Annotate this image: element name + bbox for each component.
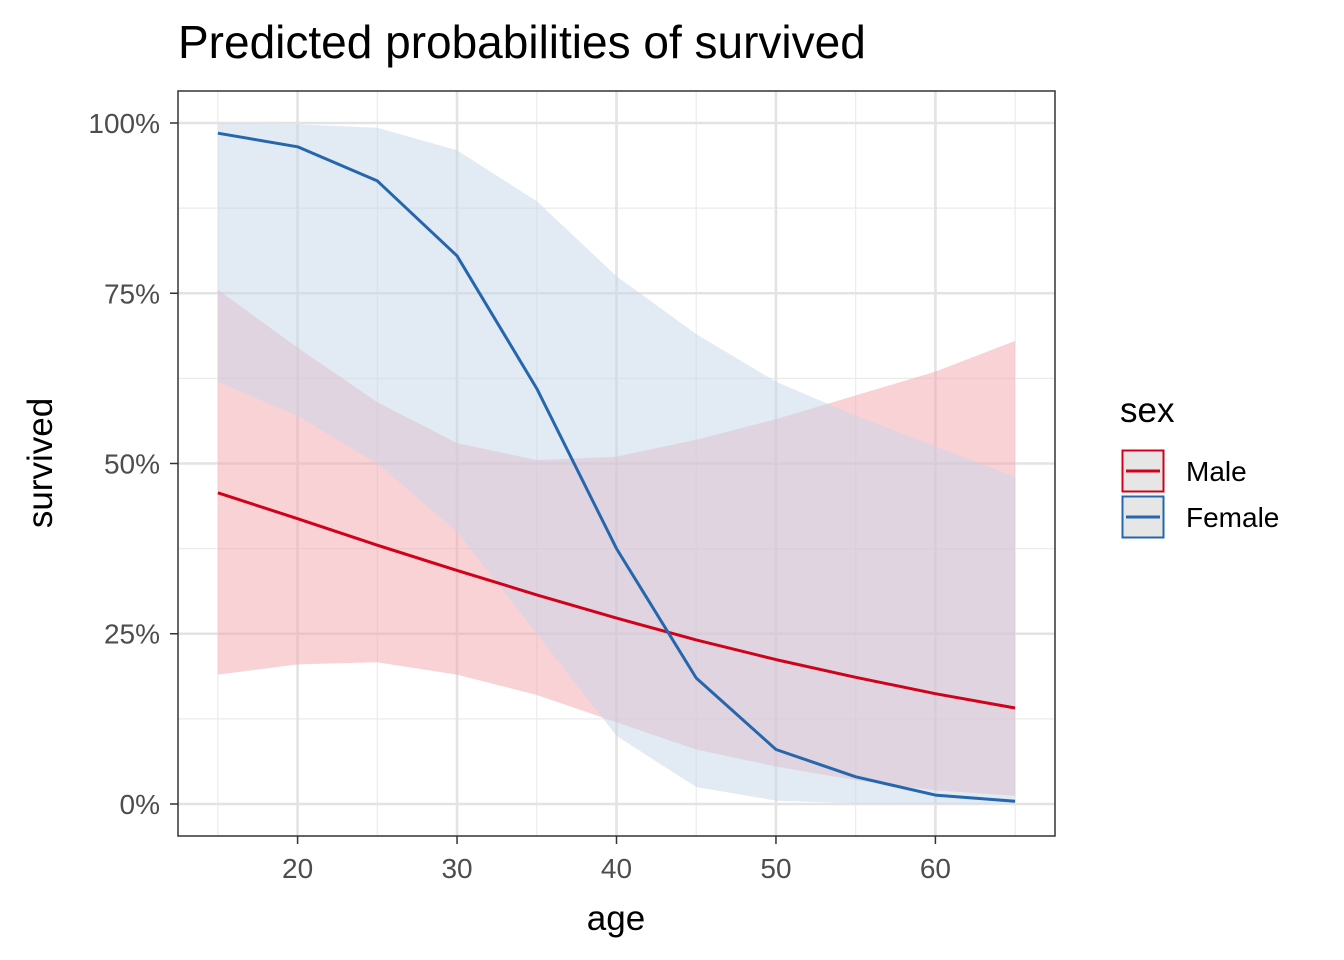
x-tick-label: 20 — [282, 853, 313, 884]
legend-title: sex — [1120, 391, 1175, 430]
x-axis-title: age — [587, 899, 645, 938]
series-lines — [217, 131, 1016, 803]
legend: sex Male Female — [1120, 391, 1279, 539]
chart-title: Predicted probabilities of survived — [178, 16, 866, 68]
y-tick-label: 25% — [104, 619, 160, 650]
x-tick-label: 60 — [920, 853, 951, 884]
y-axis: 0% 25% 50% 75% 100% — [88, 108, 178, 820]
legend-label-male: Male — [1186, 456, 1247, 487]
y-tick-label: 0% — [120, 789, 160, 820]
x-tick-label: 30 — [441, 853, 472, 884]
y-tick-label: 50% — [104, 449, 160, 480]
y-tick-label: 100% — [88, 108, 160, 139]
y-tick-label: 75% — [104, 278, 160, 309]
x-axis: 20 30 40 50 60 — [282, 836, 951, 884]
x-tick-label: 40 — [601, 853, 632, 884]
ribbon-female — [217, 123, 1016, 804]
legend-label-female: Female — [1186, 502, 1279, 533]
line-female — [217, 131, 1016, 803]
y-axis-title: survived — [21, 398, 60, 528]
x-tick-label: 50 — [760, 853, 791, 884]
line-male — [217, 491, 1016, 710]
